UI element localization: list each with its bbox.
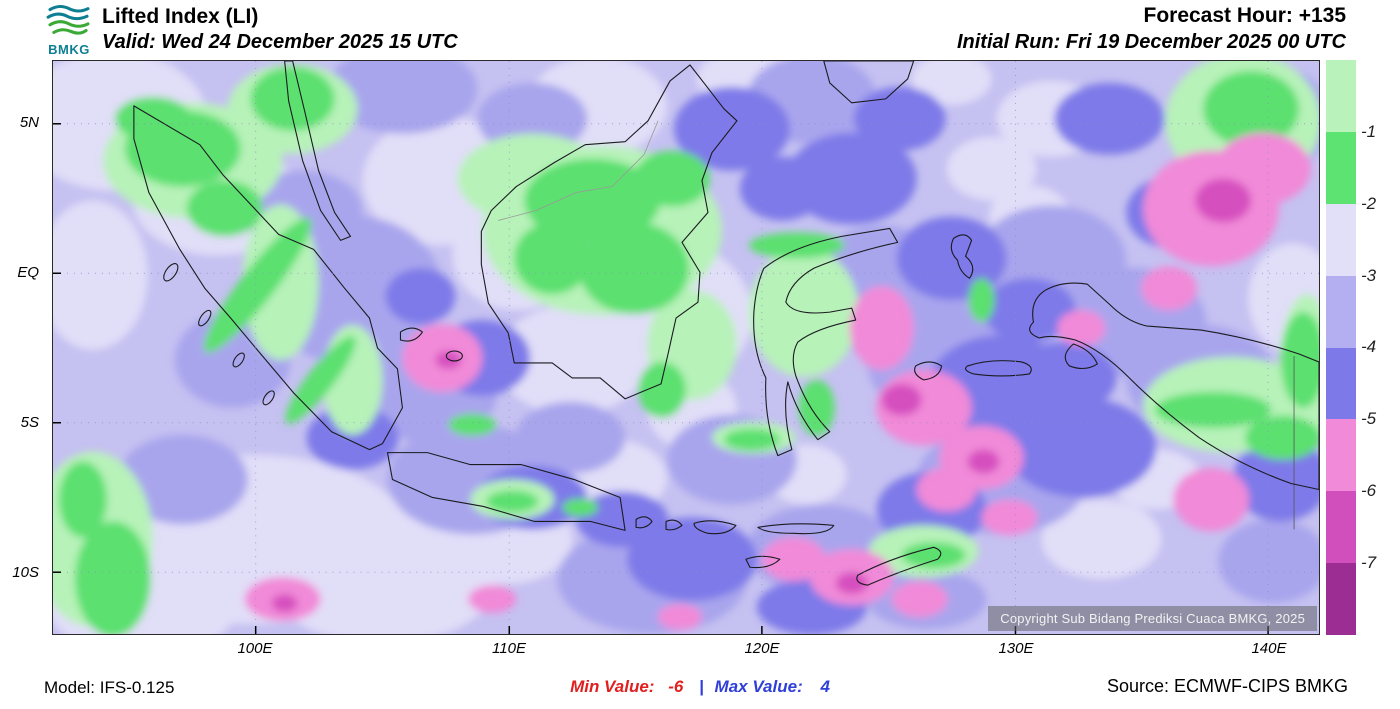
min-value: -6 [668, 677, 684, 696]
forecast-map: Copyright Sub Bidang Prediksi Cuaca BMKG… [52, 60, 1320, 635]
logo-waves-icon [46, 4, 90, 35]
source-label: Source: ECMWF-CIPS BMKG [1106, 676, 1348, 696]
max-value: 4 [820, 677, 830, 696]
bmkg-logo: BMKG [40, 2, 98, 57]
legend-label: -3 [1361, 266, 1377, 285]
lon-label-130e: 130E [998, 640, 1034, 657]
legend-color-block [1326, 275, 1356, 348]
legend-color-block [1326, 491, 1356, 564]
page-title: Lifted Index (LI) [102, 5, 259, 28]
min-value-label: Min Value: [570, 677, 655, 696]
valid-time: Valid: Wed 24 December 2025 15 UTC [102, 31, 458, 53]
legend-label: -1 [1361, 122, 1377, 141]
lon-label-120e: 120E [744, 640, 780, 657]
lat-label-5n: 5N [19, 114, 39, 131]
legend-color-block [1326, 563, 1356, 635]
legend-label: -6 [1361, 481, 1377, 500]
legend-color-block [1326, 131, 1356, 204]
minmax-values: Min Value: -6 | Max Value: 4 [567, 677, 833, 697]
initial-run: Initial Run: Fri 19 December 2025 00 UTC [956, 31, 1346, 53]
legend-color-block [1326, 347, 1356, 420]
lat-label-eq: EQ [17, 264, 39, 281]
copyright-watermark: Copyright Sub Bidang Prediksi Cuaca BMKG… [988, 606, 1317, 631]
legend-label: -4 [1361, 337, 1377, 356]
forecast-hour: Forecast Hour: +135 [1143, 4, 1347, 27]
lon-label-110e: 110E [492, 640, 526, 657]
lon-label-140e: 140E [1251, 640, 1287, 657]
model-label: Model: IFS-0.125 [44, 678, 175, 697]
color-legend [1326, 60, 1356, 635]
coastlines-layer [133, 61, 1319, 586]
graticule-layer [53, 61, 1319, 634]
lat-label-5s: 5S [20, 414, 39, 431]
legend-color-block [1326, 419, 1356, 492]
logo-label: BMKG [48, 42, 90, 57]
lifted-index-field [53, 61, 1319, 634]
lat-label-10s: 10S [12, 564, 39, 581]
max-value-label: Max Value: [714, 677, 803, 696]
contour-field-layer [53, 61, 1319, 634]
country-borders-layer [498, 120, 1295, 530]
legend-label: -7 [1361, 553, 1377, 572]
legend-label: -5 [1361, 409, 1377, 428]
lon-label-100e: 100E [237, 640, 273, 657]
legend-color-block [1326, 60, 1356, 132]
legend-label: -2 [1361, 194, 1377, 213]
minmax-separator: | [699, 677, 704, 696]
legend-color-block [1326, 203, 1356, 276]
